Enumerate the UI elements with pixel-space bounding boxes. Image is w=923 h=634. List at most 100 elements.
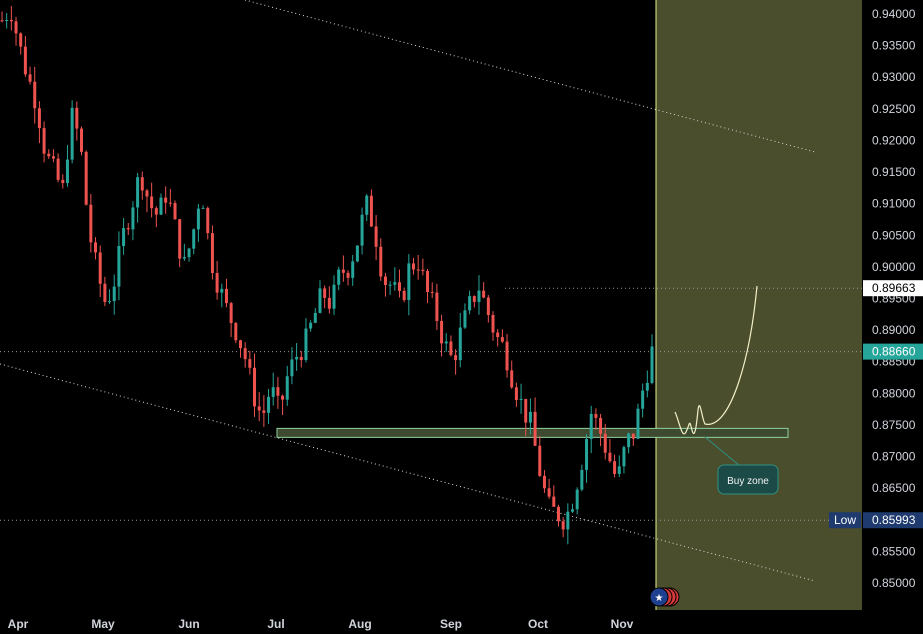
x-tick-label: Aug: [348, 617, 371, 631]
candle: [360, 214, 364, 246]
buy-zone-callout[interactable]: [717, 464, 779, 495]
time-axis[interactable]: [0, 610, 923, 634]
candle: [538, 445, 542, 476]
buy-zone-box[interactable]: [276, 427, 789, 438]
candle: [482, 290, 486, 298]
candle: [178, 219, 182, 259]
candle: [650, 346, 654, 383]
low-tag-box: [829, 512, 861, 529]
price-axis[interactable]: [862, 0, 923, 634]
x-tick-label: Nov: [611, 617, 634, 631]
x-tick-label: Jun: [178, 617, 199, 631]
candle: [496, 332, 500, 338]
candle: [117, 246, 121, 287]
x-tick-label: Apr: [8, 617, 29, 631]
candle: [192, 229, 196, 249]
candle: [79, 128, 83, 152]
candle: [28, 74, 32, 82]
candle: [379, 246, 383, 277]
candle: [136, 177, 140, 208]
candle: [281, 395, 285, 400]
candle: [528, 411, 532, 423]
candle: [173, 203, 177, 220]
price-label-box: [863, 512, 923, 529]
candle: [37, 108, 41, 129]
candle: [402, 290, 406, 301]
candle: [454, 355, 458, 361]
candle: [98, 252, 102, 284]
candle: [468, 296, 472, 311]
y-tick-label: 0.92500: [872, 102, 916, 116]
candle: [51, 156, 55, 159]
candle: [491, 314, 495, 333]
y-tick-label: 0.90500: [872, 228, 916, 242]
x-tick-label: Jul: [267, 617, 284, 631]
candle: [351, 261, 355, 278]
candle: [108, 301, 112, 303]
candle: [248, 359, 252, 368]
candle: [271, 387, 275, 397]
candle: [594, 413, 598, 418]
candle: [182, 257, 186, 259]
candle: [603, 433, 607, 453]
candle: [388, 284, 392, 286]
candle: [23, 46, 27, 75]
candle: [383, 276, 387, 285]
candle: [229, 303, 233, 324]
candle: [332, 284, 336, 309]
candle: [295, 356, 299, 360]
candle: [75, 107, 79, 129]
candle: [430, 291, 434, 293]
candle: [19, 33, 23, 47]
candle: [159, 197, 163, 215]
y-tick-label: 0.92000: [872, 133, 916, 147]
candle: [486, 297, 490, 315]
candle: [519, 398, 523, 401]
candle: [210, 233, 214, 274]
candle: [599, 417, 603, 434]
candle: [426, 270, 430, 292]
candle: [589, 413, 593, 440]
candle: [42, 128, 46, 154]
candle: [397, 282, 401, 291]
candle: [224, 288, 228, 304]
candle: [440, 320, 444, 344]
candle: [421, 269, 425, 271]
y-tick-label: 0.87000: [872, 450, 916, 464]
candle: [500, 337, 504, 342]
candle: [617, 466, 621, 474]
candle: [290, 359, 294, 377]
candle: [318, 288, 322, 313]
candle: [641, 390, 645, 409]
candle: [542, 475, 546, 489]
candle: [608, 452, 612, 462]
candle: [561, 521, 565, 530]
candle: [505, 341, 509, 371]
australia-flag-icon[interactable]: [649, 587, 669, 607]
candle: [243, 348, 247, 360]
candle: [140, 177, 144, 191]
candle: [393, 282, 397, 285]
candle: [285, 376, 289, 400]
candle: [61, 179, 65, 184]
channel-lower-line: [0, 363, 816, 582]
x-tick-label: Sep: [440, 617, 462, 631]
candle: [547, 488, 551, 497]
x-tick-label: Oct: [528, 617, 548, 631]
candle: [154, 208, 158, 215]
candle: [196, 208, 200, 230]
candle: [412, 263, 416, 270]
candle: [215, 273, 219, 293]
candle: [327, 297, 331, 309]
candle: [14, 21, 18, 34]
candle: [355, 245, 359, 262]
candle: [267, 396, 271, 413]
y-tick-label: 0.90000: [872, 260, 916, 274]
price-label-text: 0.89663: [872, 281, 916, 295]
candle: [636, 408, 640, 439]
candle: [449, 341, 453, 356]
candle: [89, 204, 93, 243]
buy-zone-label: Buy zone: [727, 476, 769, 487]
candle: [374, 226, 378, 247]
